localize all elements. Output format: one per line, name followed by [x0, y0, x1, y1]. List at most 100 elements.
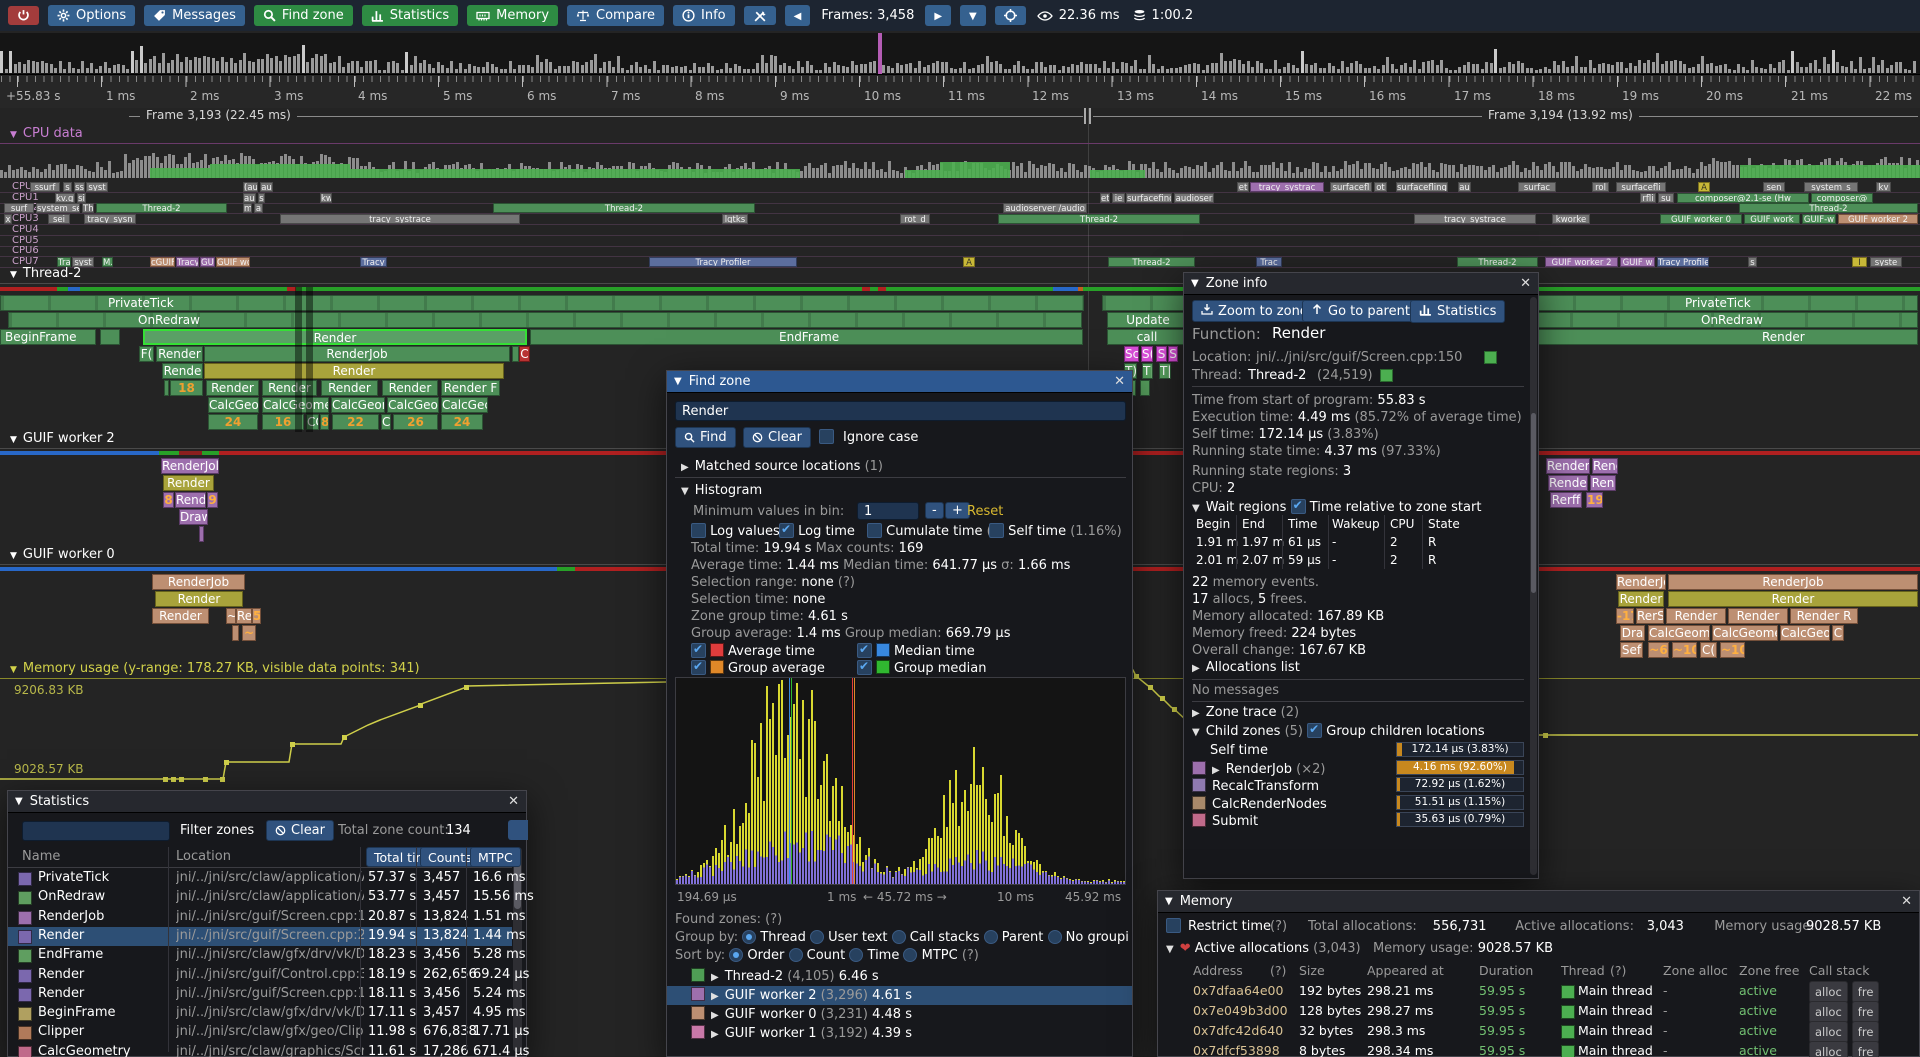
prev-frame-button[interactable]: ◀ — [784, 5, 811, 26]
clear-button[interactable]: Clear — [743, 427, 811, 448]
timeline-zone[interactable]: BeginFrame — [0, 329, 96, 345]
table-row[interactable]: EndFrame jni/../jni/src/claw/gfx/drv/vk/D… — [8, 946, 526, 966]
timeline-zone[interactable]: Render — [163, 475, 214, 491]
cpu-chip[interactable]: Thread-2 — [96, 203, 227, 214]
frame-overview-graph[interactable] — [0, 33, 1920, 75]
option-self-time[interactable]: Self time (1.16%) — [989, 523, 1122, 539]
timeline-zone[interactable] — [164, 380, 169, 396]
timeline-zone[interactable]: RenderJob — [204, 346, 510, 362]
cpu-chip[interactable]: Thread-2 — [998, 214, 1200, 225]
histogram-section[interactable]: ▼ Histogram — [681, 483, 763, 498]
cpu-chip[interactable]: rot_d — [900, 214, 930, 225]
legend-item[interactable]: Group average — [691, 659, 825, 676]
cpu-chip[interactable]: sen — [1763, 182, 1785, 192]
timeline-zone[interactable]: Render — [1668, 591, 1918, 607]
sort-by-mtpc[interactable]: MTPC — [903, 948, 961, 963]
timeline-zone[interactable]: Sef — [1620, 642, 1643, 658]
find-zone-histogram[interactable] — [675, 677, 1126, 885]
scrollbar[interactable] — [1530, 297, 1537, 875]
cpu-chip[interactable]: ss — [74, 182, 85, 192]
cpu-chip[interactable]: au — [1458, 182, 1471, 192]
timeline-zone[interactable]: 8 — [163, 492, 174, 508]
cpu-chip[interactable]: s — [63, 182, 72, 192]
cpu-chip[interactable]: au — [260, 182, 273, 192]
timeline-zone[interactable]: Render — [206, 380, 259, 396]
cpu-chip[interactable]: syst — [86, 182, 108, 192]
cpu-chip[interactable]: surfacefl — [1330, 182, 1372, 192]
timeline-zone[interactable]: CalcGec — [441, 397, 488, 413]
decrement-button[interactable]: - — [925, 502, 944, 519]
timeline-zone[interactable]: CC — [306, 414, 319, 430]
find-zone-search-input[interactable] — [675, 401, 1126, 421]
timeline-zone[interactable] — [199, 526, 204, 542]
cpu-chip[interactable]: sei — [48, 214, 70, 225]
find-button[interactable]: Find — [675, 427, 736, 448]
timeline-zone[interactable]: S — [1168, 346, 1178, 362]
table-row[interactable]: 0x7dfcf53898 8 bytes 298.34 ms 59.95 s Main … — [1158, 1041, 1918, 1057]
timeline-zone[interactable]: Render — [382, 380, 438, 396]
zone-info-titlebar[interactable]: ▼ Zone info ✕ — [1184, 273, 1538, 295]
cpu-chip[interactable]: cGUIF — [150, 256, 175, 267]
timeline-zone[interactable]: 8 — [320, 414, 329, 430]
section-memory-usage[interactable]: ▼ Memory usage (y-range: 178.27 KB, visib… — [10, 661, 420, 676]
cpu-chip[interactable]: system_s — [1804, 182, 1858, 192]
timeline-zone[interactable] — [100, 329, 120, 345]
alloc-button[interactable]: alloc — [1809, 1021, 1848, 1043]
timeline-zone[interactable]: Render — [1666, 608, 1726, 624]
close-icon[interactable]: ✕ — [508, 794, 519, 809]
timeline-zone[interactable]: Draw — [179, 509, 208, 525]
table-row[interactable]: Render jni/../jni/src/guif/Screen.cpp:257… — [8, 926, 526, 946]
timeline-zone[interactable]: Update — [1107, 312, 1189, 328]
power-button[interactable] — [8, 6, 39, 25]
child-zone-row[interactable]: CalcRenderNodes — [1192, 795, 1532, 812]
cpu-chip[interactable]: audioserver /audio — [1003, 203, 1087, 214]
cpu-chip[interactable]: syst — [72, 256, 94, 267]
legend-item[interactable]: Group median — [857, 659, 986, 676]
timeline-zone[interactable]: Render — [155, 591, 243, 607]
cpu-chip[interactable]: Tra — [57, 256, 71, 267]
section-thread-guif-worker-0[interactable]: ▼ GUIF worker 0 — [10, 547, 115, 562]
timeline-zone[interactable]: Render — [321, 380, 378, 396]
timeline-zone[interactable]: Rend — [1592, 458, 1618, 474]
group-by-parent[interactable]: Parent — [983, 930, 1048, 945]
cpu-chip[interactable]: GUIF w — [1620, 256, 1655, 267]
timeline-zone[interactable]: Render — [1728, 608, 1788, 624]
call-stack-buttons[interactable]: alloc fre — [1809, 1001, 1883, 1023]
checkbox-icon[interactable] — [989, 523, 1004, 538]
close-icon[interactable]: ✕ — [1114, 374, 1125, 389]
find-zone-button[interactable]: Find zone — [253, 5, 353, 26]
option-log-values[interactable]: Log values — [691, 523, 780, 539]
sort-by-order[interactable]: Order — [729, 948, 788, 963]
timeline-zone[interactable]: Rerff — [1550, 492, 1582, 508]
option-cumulate-time[interactable]: Cumulate time (?) — [867, 523, 1004, 539]
legend-item[interactable]: Average time — [691, 642, 815, 659]
timeline-zone[interactable]: RenderJol — [1616, 574, 1666, 590]
checkbox-icon[interactable] — [691, 523, 706, 538]
timeline-zone[interactable]: RenderJol — [161, 458, 219, 474]
collapse-icon[interactable]: ▼ — [15, 796, 23, 807]
cpu-chip[interactable]: Thread-2 — [1108, 256, 1195, 267]
alloc-button[interactable]: alloc — [1809, 1001, 1848, 1023]
sort-by-count[interactable]: Count — [788, 948, 850, 963]
timeline-zone[interactable]: 26 — [393, 414, 438, 430]
cpu-chip[interactable]: m — [243, 203, 252, 214]
timeline-zone[interactable]: ~ — [226, 608, 236, 624]
memory-titlebar[interactable]: ▼ Memory ✕ — [1158, 891, 1919, 913]
timeline-zone[interactable]: T| — [1142, 363, 1153, 379]
cpu-chip[interactable]: ssurf — [30, 182, 60, 192]
fre-button[interactable]: fre — [1851, 981, 1880, 1003]
table-row[interactable]: 0x7dfc42d640 32 bytes 298.3 ms 59.95 s Main … — [1158, 1021, 1918, 1043]
timeline-zone[interactable]: CalcGeo — [387, 397, 439, 413]
cpu-chip[interactable]: GUIF worker 2 — [1838, 214, 1918, 225]
cpu-chip[interactable]: aux — [243, 192, 256, 203]
fre-button[interactable]: fre — [1851, 1041, 1880, 1057]
collapse-icon[interactable]: ▼ — [674, 376, 682, 387]
memory-button[interactable]: Memory — [467, 5, 559, 26]
timeline-zone[interactable]: Rende — [162, 363, 203, 379]
cpu-chip[interactable]: A — [1698, 182, 1710, 192]
child-zones-section[interactable]: ▼Child zones (5) Group children location… — [1192, 722, 1485, 739]
frame-label[interactable]: Frame 3,193 (22.45 ms) — [140, 108, 297, 122]
timeline-zone[interactable]: CalcGeor — [331, 397, 385, 413]
timeline-zone[interactable]: CalcGeome — [262, 397, 329, 413]
table-row[interactable]: RenderJob jni/../jni/src/guif/Screen.cpp:… — [8, 907, 526, 927]
